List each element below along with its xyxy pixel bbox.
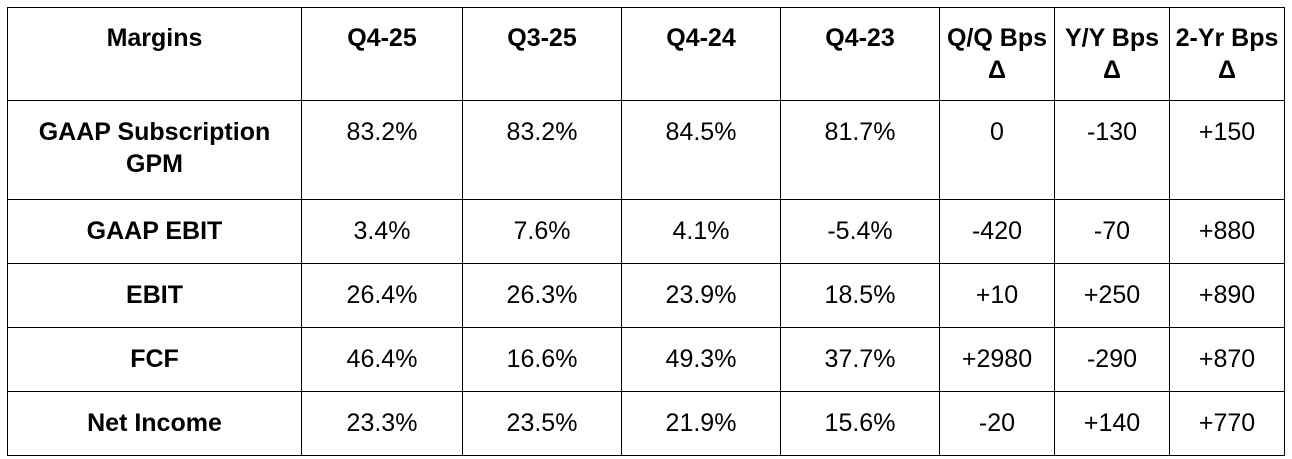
table-cell: 16.6% — [462, 327, 622, 392]
table-cell: 0 — [939, 100, 1055, 200]
table-cell: -420 — [939, 199, 1055, 264]
header-q4-23: Q4-23 — [780, 7, 940, 101]
header-q4-25: Q4-25 — [301, 7, 463, 101]
table-cell: +140 — [1054, 391, 1170, 456]
table-cell: 21.9% — [621, 391, 781, 456]
table-cell: 46.4% — [301, 327, 463, 392]
table-cell: -20 — [939, 391, 1055, 456]
table-row: Net Income 23.3% 23.5% 21.9% 15.6% -20 +… — [7, 391, 1285, 456]
table-cell: +10 — [939, 263, 1055, 328]
table-cell: 83.2% — [462, 100, 622, 200]
table-cell: 18.5% — [780, 263, 940, 328]
table-cell: +870 — [1169, 327, 1285, 392]
table-cell: -70 — [1054, 199, 1170, 264]
table-cell: 4.1% — [621, 199, 781, 264]
table-row: GAAP Subscription GPM 83.2% 83.2% 84.5% … — [7, 100, 1285, 200]
row-label: FCF — [7, 327, 302, 392]
header-2yr-bps: 2-Yr Bps Δ — [1169, 7, 1285, 101]
table-cell: +2980 — [939, 327, 1055, 392]
table-row: GAAP EBIT 3.4% 7.6% 4.1% -5.4% -420 -70 … — [7, 199, 1285, 264]
table-cell: -290 — [1054, 327, 1170, 392]
header-margins: Margins — [7, 7, 302, 101]
header-qq-bps: Q/Q Bps Δ — [939, 7, 1055, 101]
row-label: GAAP EBIT — [7, 199, 302, 264]
table-cell: +880 — [1169, 199, 1285, 264]
table-cell: 26.3% — [462, 263, 622, 328]
table-cell: +150 — [1169, 100, 1285, 200]
table-cell: -130 — [1054, 100, 1170, 200]
table-cell: 7.6% — [462, 199, 622, 264]
table-cell: 37.7% — [780, 327, 940, 392]
table-cell: 3.4% — [301, 199, 463, 264]
header-q3-25: Q3-25 — [462, 7, 622, 101]
table-cell: 83.2% — [301, 100, 463, 200]
row-label: Net Income — [7, 391, 302, 456]
margins-table: Margins Q4-25 Q3-25 Q4-24 Q4-23 Q/Q Bps … — [7, 7, 1285, 456]
table-row: FCF 46.4% 16.6% 49.3% 37.7% +2980 -290 +… — [7, 327, 1285, 392]
table-cell: 15.6% — [780, 391, 940, 456]
table-cell: 23.3% — [301, 391, 463, 456]
table-cell: 26.4% — [301, 263, 463, 328]
header-yy-bps: Y/Y Bps Δ — [1054, 7, 1170, 101]
table-cell: +770 — [1169, 391, 1285, 456]
header-q4-24: Q4-24 — [621, 7, 781, 101]
table-cell: 81.7% — [780, 100, 940, 200]
table-cell: 23.9% — [621, 263, 781, 328]
table-cell: +250 — [1054, 263, 1170, 328]
header-row: Margins Q4-25 Q3-25 Q4-24 Q4-23 Q/Q Bps … — [7, 7, 1285, 101]
table-cell: 23.5% — [462, 391, 622, 456]
table-cell: 49.3% — [621, 327, 781, 392]
table-cell: 84.5% — [621, 100, 781, 200]
table-cell: +890 — [1169, 263, 1285, 328]
row-label: GAAP Subscription GPM — [7, 100, 302, 200]
table-cell: -5.4% — [780, 199, 940, 264]
table-row: EBIT 26.4% 26.3% 23.9% 18.5% +10 +250 +8… — [7, 263, 1285, 328]
row-label: EBIT — [7, 263, 302, 328]
